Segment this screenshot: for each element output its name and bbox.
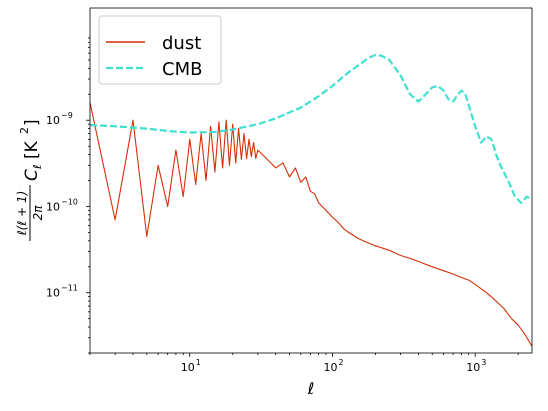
x-tick-label-exponent: 2: [338, 358, 343, 367]
legend-cmb-label: CMB: [162, 59, 202, 80]
y-tick-label-exponent: −10: [61, 197, 78, 206]
x-tick-label: 10: [466, 361, 480, 374]
y-label-subscript: ℓ: [31, 164, 44, 170]
x-axis-ticks: 10 1 10 2 10 3: [89, 353, 519, 374]
y-tick-label: 10: [46, 114, 60, 127]
y-tick-label-exponent: −11: [61, 284, 78, 293]
y-tick-label-exponent: −9: [61, 111, 73, 120]
x-tick-label: 10: [181, 361, 195, 374]
y-tick-label: 10: [46, 200, 60, 213]
y-label-symbol: C: [22, 169, 42, 181]
legend: dust CMB: [98, 15, 222, 85]
y-label-denominator: 2π: [31, 205, 45, 221]
x-tick-label: 10: [323, 361, 337, 374]
x-axis-label: ℓ: [307, 379, 315, 398]
y-label-unit-exponent: 2: [18, 127, 31, 134]
series-line-dust: [90, 102, 532, 347]
y-tick-label: 10: [46, 287, 60, 300]
y-label-numerator: ℓ(ℓ + 1): [15, 191, 29, 237]
series-line-cmb: [90, 53, 532, 204]
legend-dust-label: dust: [162, 33, 201, 54]
x-tick-label-exponent: 1: [196, 358, 201, 367]
y-axis-label: ℓ(ℓ + 1) 2π C ℓ [K 2 ]: [15, 119, 45, 241]
legend-box: [98, 15, 222, 85]
y-label-unit-close: ]: [22, 119, 42, 126]
x-tick-label-exponent: 3: [481, 358, 486, 367]
series-layer: [90, 53, 532, 347]
y-label-unit: [K: [22, 140, 42, 159]
